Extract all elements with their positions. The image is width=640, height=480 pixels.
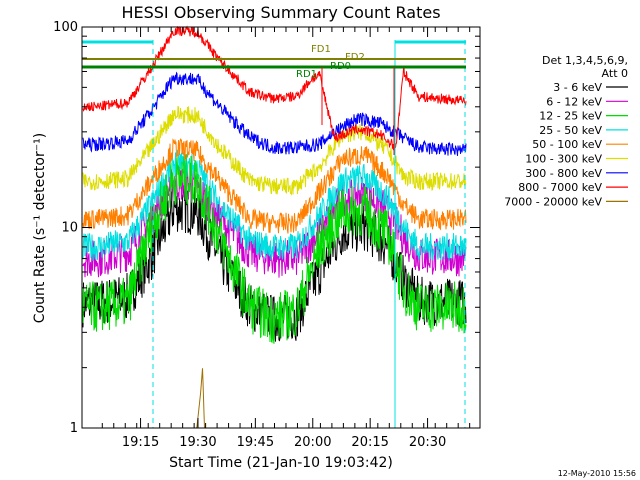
series-layer [82,25,467,429]
y-tick-label: 10 [61,221,78,236]
y-tick-label: 1 [70,421,78,436]
x-axis: 19:15 19:30 19:45 20:00 20:15 20:30 [101,27,471,450]
x-tick-label: 19:15 [122,435,159,450]
series-6-line [82,71,467,156]
y-tick-label: 100 [53,20,78,35]
legend-label: 300 - 800 keV [525,167,602,180]
series-3-line [82,149,467,261]
x-tick-label: 20:00 [294,435,331,450]
series-5-line [82,105,467,197]
x-axis-label: Start Time (21-Jan-10 19:03:42) [169,455,393,471]
annot-rd1: RD1 [296,69,317,80]
x-tick-label: 19:45 [237,435,274,450]
legend-label: 25 - 50 keV [539,124,602,137]
series-2-line [82,154,467,344]
annot-fd2: FD2 [345,52,365,63]
legend-header-1: Det 1,3,4,5,6,9, [542,54,628,67]
legend-label: 50 - 100 keV [532,138,602,151]
marker-layer: FD1 FD2 RD0 RD1 [82,40,466,428]
y-axis-label: Count Rate (s⁻¹ detector⁻¹) [32,133,48,323]
annot-fd1: FD1 [311,44,331,55]
x-tick-label: 19:30 [179,435,216,450]
series-4-line [82,138,467,234]
legend-label: 800 - 7000 keV [518,181,602,194]
legend-label: 12 - 25 keV [539,110,602,123]
timestamp: 12-May-2010 15:56 [558,469,636,478]
legend-label: 7000 - 20000 keV [504,195,602,208]
x-tick-label: 20:15 [351,435,388,450]
x-tick-label: 20:30 [409,435,446,450]
y-axis: 1 10 100 [53,20,480,436]
legend-label: 3 - 6 keV [553,81,602,94]
legend-header-2: Att 0 [602,67,628,80]
annot-rd0: RD0 [330,61,351,72]
chart-title: HESSI Observing Summary Count Rates [121,3,440,22]
legend-label: 100 - 300 keV [525,153,602,166]
series-7-line [82,25,467,151]
legend-label: 6 - 12 keV [546,95,602,108]
